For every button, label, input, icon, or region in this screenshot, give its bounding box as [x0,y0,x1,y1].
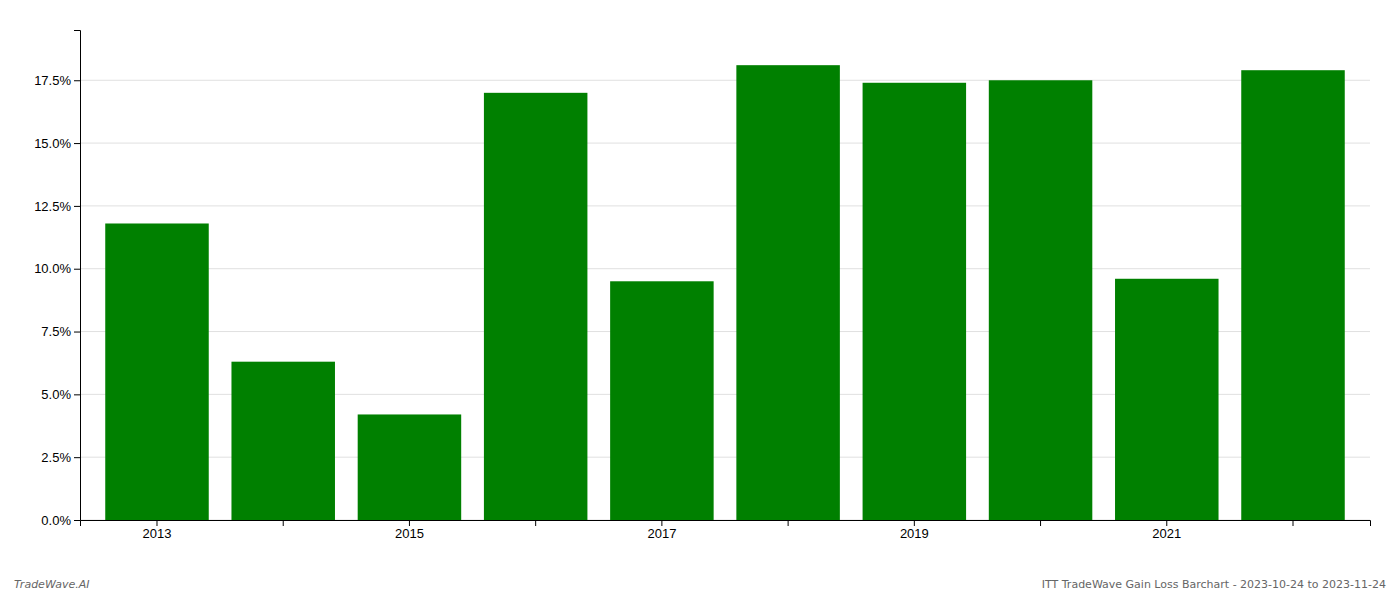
y-tick-label: 0.0% [41,513,71,528]
x-tick-mark [788,520,789,526]
x-axis-line [81,521,1371,527]
y-tick-label: 5.0% [41,387,71,402]
x-tick [1293,520,1294,526]
bar [231,362,335,520]
x-tick-mark [535,520,536,526]
y-tick: 17.5% [34,73,80,88]
y-tick: 2.5% [41,450,80,465]
bar [736,65,840,520]
x-tick-mark [1040,520,1041,526]
grid-line [80,268,1370,269]
y-tick-label: 15.0% [34,136,71,151]
x-tick: 2019 [900,520,929,541]
x-tick-mark [283,520,284,526]
x-tick-mark [914,520,915,526]
annotations: TradeWave.AI ITT TradeWave Gain Loss Barc… [14,578,1386,591]
y-tick: 15.0% [34,136,80,151]
y-tick: 7.5% [41,324,80,339]
y-tick-mark [74,457,80,458]
x-tick-mark [409,520,410,526]
y-tick-mark [74,520,80,521]
bar [1241,70,1345,520]
bars [105,65,1345,520]
x-tick: 2015 [395,520,424,541]
x-tick-label: 2019 [900,526,929,541]
x-tick-label: 2021 [1152,526,1181,541]
grid-line [80,80,1370,81]
x-tick: 2017 [647,520,676,541]
x-tick-mark [661,520,662,526]
y-tick-label: 7.5% [41,324,71,339]
y-tick: 0.0% [41,513,80,528]
x-tick: 2013 [143,520,172,541]
chart-svg: 2013 2015 2017 2019 2021 0.0% 2.5% 5.0% 7.5% 10.0… [0,0,1400,600]
grid-line [80,205,1370,206]
bar [484,93,588,520]
y-tick-mark [74,269,80,270]
bar [1115,279,1219,520]
y-axis-line [74,31,81,521]
y-tick-mark [74,394,80,395]
annotation: TradeWave.AI [14,578,89,591]
y-axis: 0.0% 2.5% 5.0% 7.5% 10.0% 12.5% 15.0% 17.5% [34,31,80,528]
x-tick-label: 2015 [395,526,424,541]
y-tick: 5.0% [41,387,80,402]
x-tick-mark [1293,520,1294,526]
y-tick-mark [74,332,80,333]
grid [80,80,1370,520]
x-axis: 2013 2015 2017 2019 2021 [81,520,1371,541]
x-tick: 2021 [1152,520,1181,541]
y-tick: 12.5% [34,199,80,214]
bar [358,414,462,520]
bar [105,223,209,520]
bar [610,281,714,520]
chart-container: 2013 2015 2017 2019 2021 0.0% 2.5% 5.0% 7.5% 10.0… [0,0,1400,600]
y-tick-mark [74,206,80,207]
x-tick [535,520,536,526]
y-tick-mark [74,143,80,144]
y-tick-label: 2.5% [41,450,71,465]
y-tick-mark [74,80,80,81]
y-tick-label: 17.5% [34,73,71,88]
bar [989,80,1093,520]
grid-line [80,143,1370,144]
x-tick [788,520,789,526]
x-tick [283,520,284,526]
annotation: ITT TradeWave Gain Loss Barchart - 2023-… [1042,578,1386,591]
x-tick-mark [156,520,157,526]
x-tick-label: 2013 [143,526,172,541]
x-tick-mark [1166,520,1167,526]
x-tick [1040,520,1041,526]
x-tick-label: 2017 [647,526,676,541]
bar [863,83,967,520]
y-tick-label: 10.0% [34,261,71,276]
y-tick: 10.0% [34,261,80,276]
y-tick-label: 12.5% [34,199,71,214]
